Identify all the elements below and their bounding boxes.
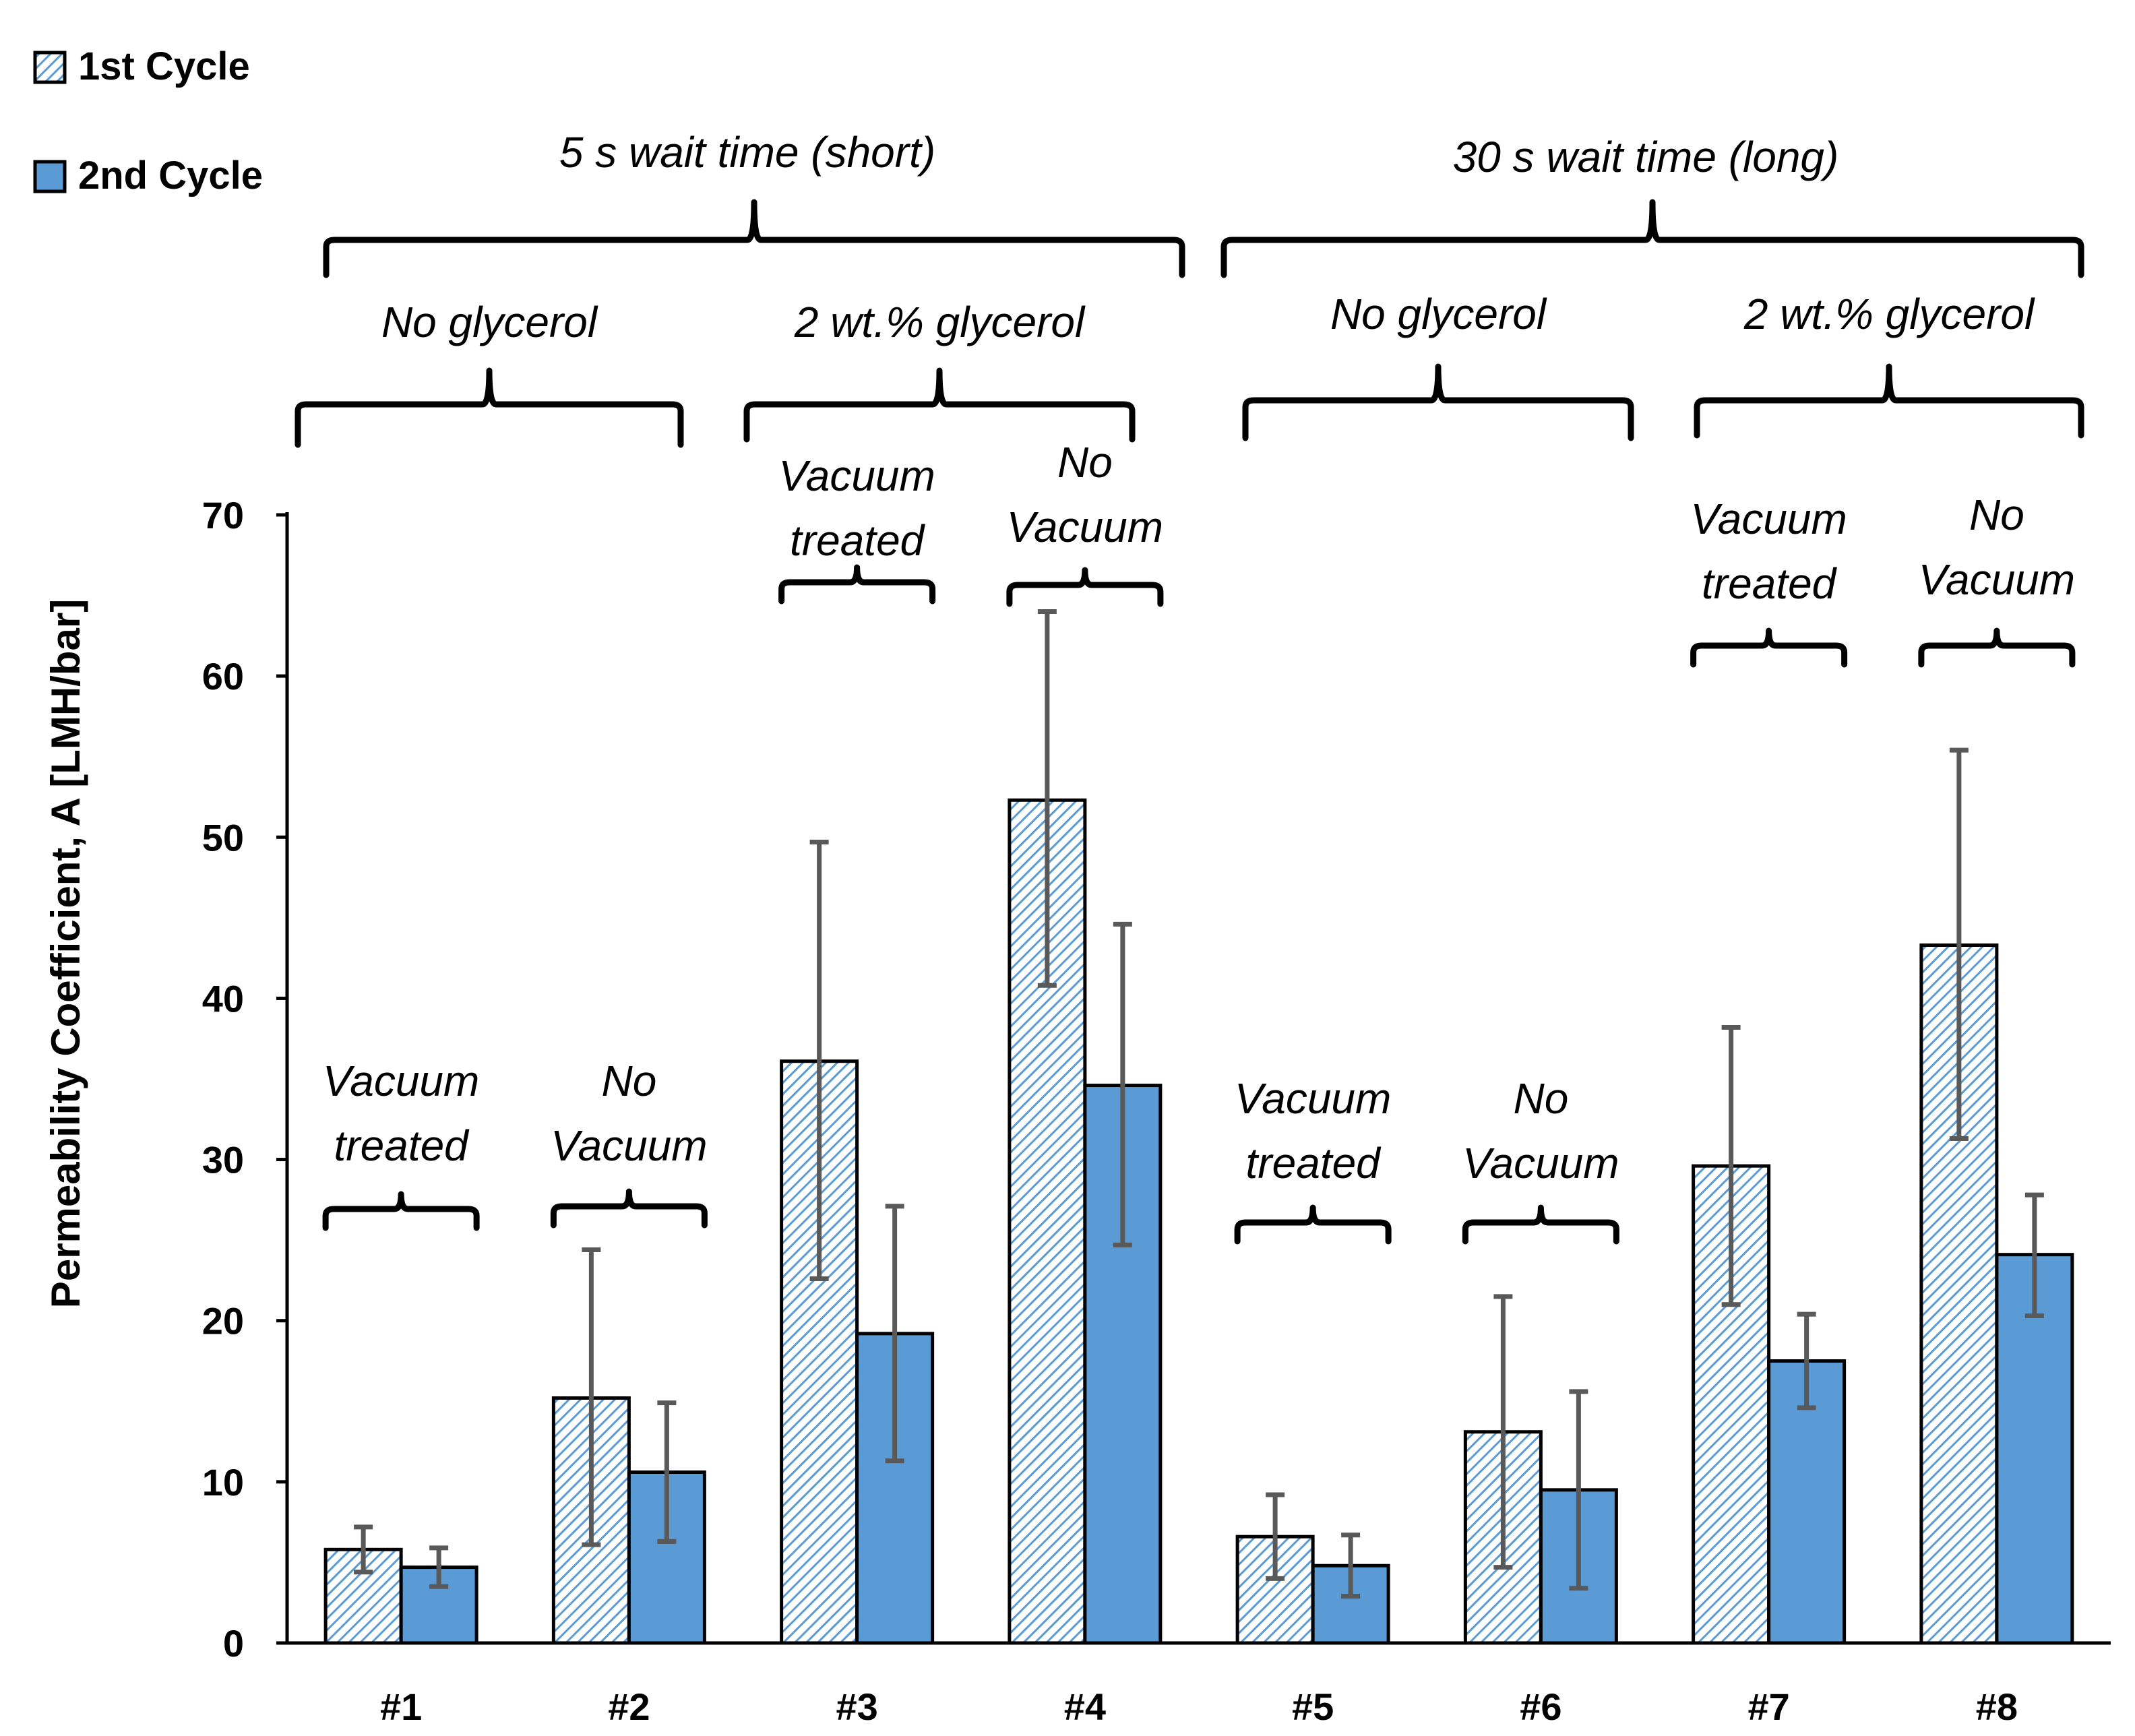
wait-time-bracket — [1220, 199, 2084, 278]
y-tick-label: 20 — [202, 1300, 244, 1342]
x-tick-label: #4 — [1064, 1685, 1106, 1728]
y-tick-label: 50 — [202, 816, 244, 859]
glycerol-label: No glycerol — [381, 298, 598, 346]
wait-time-label: 5 s wait time (short) — [559, 128, 935, 177]
glycerol-label: No glycerol — [1330, 290, 1547, 338]
vacuum-bracket — [1690, 627, 1848, 668]
annotations: 5 s wait time (short) 30 s wait time (lon… — [295, 128, 2084, 1245]
y-tick-label: 60 — [202, 655, 244, 698]
glycerol-label: 2 wt.% glycerol — [1743, 290, 2035, 338]
x-tick-label: #7 — [1747, 1685, 1789, 1728]
legend-label-1st-cycle: 1st Cycle — [78, 44, 250, 88]
legend: 1st Cycle 2nd Cycle — [33, 44, 263, 197]
vacuum-label-line: Vacuum — [323, 1057, 479, 1105]
y-tick-label: 0 — [223, 1622, 244, 1665]
x-tick-label: #5 — [1292, 1685, 1334, 1728]
vacuum-label-line: Vacuum — [1690, 495, 1847, 543]
y-tick-label: 70 — [202, 494, 244, 536]
y-tick-label: 10 — [202, 1461, 244, 1504]
vacuum-label-line: Vacuum — [1235, 1074, 1391, 1123]
vacuum-label-line: Vacuum — [1919, 555, 2075, 604]
legend-label-2nd-cycle: 2nd Cycle — [78, 154, 263, 197]
bar-2nd-cycle — [399, 1566, 478, 1645]
legend-swatch-2nd-cycle — [33, 160, 67, 193]
y-axis-label: Permeability Coefficient, A [LMH/bar] — [43, 599, 88, 1308]
vacuum-label-line: treated — [1702, 559, 1838, 608]
wait-time-label: 30 s wait time (long) — [1453, 133, 1839, 181]
vacuum-label-line: No — [601, 1057, 656, 1105]
glycerol-bracket — [295, 367, 684, 448]
vacuum-bracket — [1462, 1204, 1619, 1245]
vacuum-bracket — [550, 1188, 708, 1229]
y-tick-label: 40 — [202, 977, 244, 1020]
vacuum-label-line: treated — [334, 1121, 470, 1170]
vacuum-label-line: No — [1513, 1074, 1568, 1123]
vacuum-label-line: treated — [790, 516, 926, 565]
glycerol-label: 2 wt.% glycerol — [794, 298, 1086, 346]
x-tick-label: #1 — [380, 1685, 422, 1728]
x-tick-label: #2 — [608, 1685, 650, 1728]
vacuum-bracket — [1918, 627, 2076, 668]
bars — [323, 798, 2074, 1645]
vacuum-bracket — [1234, 1204, 1392, 1245]
vacuum-label-line: Vacuum — [551, 1121, 707, 1170]
vacuum-bracket — [322, 1191, 480, 1231]
glycerol-bracket — [1694, 363, 2084, 439]
vacuum-bracket — [778, 564, 936, 604]
x-tick-label: #6 — [1520, 1685, 1561, 1728]
x-tick-label: #3 — [836, 1685, 877, 1728]
glycerol-bracket — [1242, 363, 1634, 441]
error-bars — [354, 609, 2044, 1599]
vacuum-label-line: Vacuum — [1462, 1139, 1619, 1187]
vacuum-label-line: Vacuum — [778, 452, 935, 500]
vacuum-label-line: Vacuum — [1007, 503, 1163, 551]
vacuum-bracket — [1006, 567, 1164, 607]
x-tick-label: #8 — [1976, 1685, 2018, 1728]
glycerol-bracket — [743, 367, 1136, 443]
wait-time-bracket — [323, 199, 1185, 278]
y-tick-label: 30 — [202, 1139, 244, 1181]
vacuum-label-line: No — [1057, 438, 1113, 487]
bar-2nd-cycle — [1311, 1563, 1390, 1645]
vacuum-label-line: No — [1969, 491, 2024, 539]
vacuum-label-line: treated — [1246, 1139, 1382, 1187]
legend-swatch-1st-cycle — [33, 51, 67, 84]
